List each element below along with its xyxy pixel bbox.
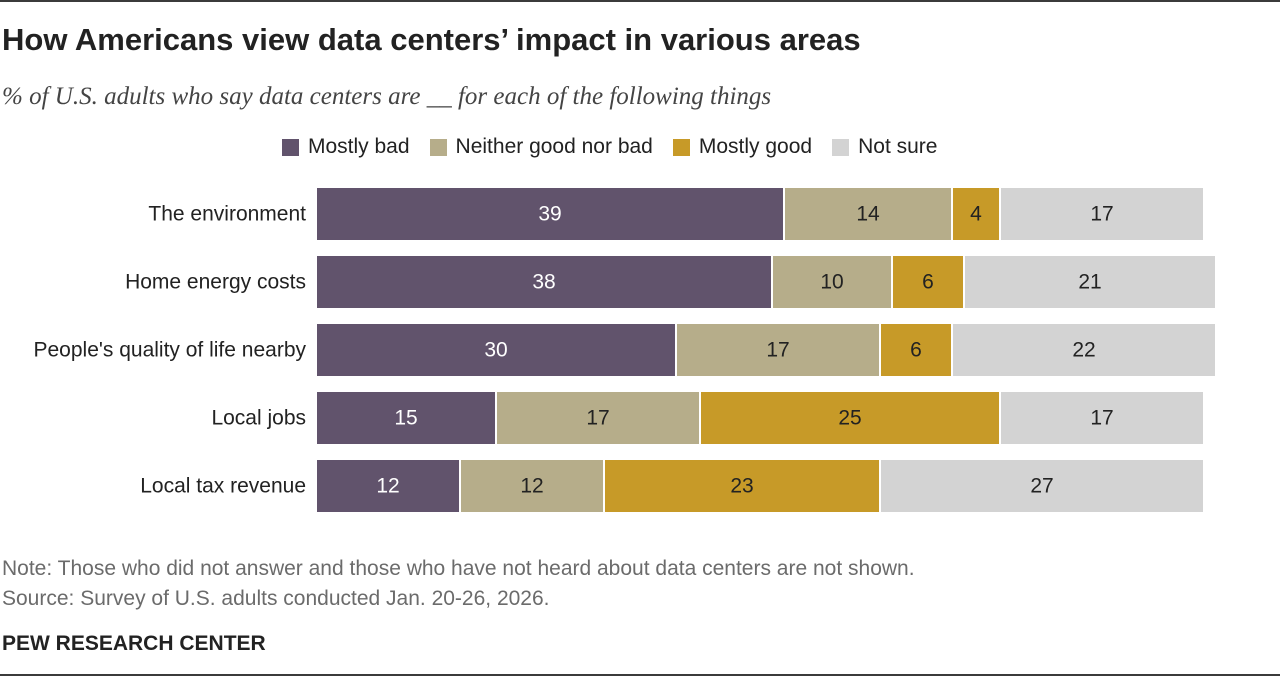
data-label: 23: [730, 475, 753, 498]
bar-segment: [317, 256, 771, 308]
data-label: 17: [1090, 203, 1113, 226]
legend-label: Not sure: [858, 135, 938, 158]
legend-item-mostly-bad: Mostly bad: [282, 135, 410, 159]
data-label: 17: [766, 339, 789, 362]
source-text: Source: Survey of U.S. adults conducted …: [2, 587, 550, 610]
legend-swatch: [429, 138, 447, 156]
bar-segment: [773, 256, 891, 308]
data-label: 38: [532, 271, 555, 294]
chart-title: How Americans view data centers’ impact …: [2, 22, 861, 57]
data-label: 12: [376, 475, 399, 498]
data-label: 25: [838, 407, 861, 430]
bar-segment: [701, 392, 999, 444]
data-label: 30: [484, 339, 507, 362]
legend-swatch: [672, 138, 690, 156]
bar-segment: [317, 188, 783, 240]
footnotes: Note: Those who did not answer and those…: [2, 554, 915, 614]
stacked-bar-chart: The environment 39 14 4 17 Home energy costs 3…: [33, 188, 1215, 512]
brand-label: PEW RESEARCH CENTER: [2, 632, 266, 655]
bar-segment: [881, 324, 951, 376]
bar-segment: [317, 324, 675, 376]
legend-swatch: [282, 138, 299, 156]
data-label: 12: [520, 475, 543, 498]
chart-subtitle: % of U.S. adults who say data centers ar…: [2, 83, 772, 110]
data-label: 14: [856, 203, 880, 226]
data-label: 39: [538, 203, 561, 226]
bar-segment: [953, 324, 1215, 376]
bar-segment: [881, 460, 1203, 512]
top-rule: [0, 0, 1280, 2]
bottom-rule: [0, 674, 1280, 676]
category-label: The environment: [148, 203, 306, 226]
data-label: 17: [1090, 407, 1113, 430]
bar-segment: [461, 460, 603, 512]
bar-segment: [1001, 392, 1203, 444]
bar-segment: [953, 188, 999, 240]
legend-item-not-sure: Not sure: [832, 135, 937, 159]
category-label: Home energy costs: [125, 271, 306, 294]
category-label: Local jobs: [211, 407, 306, 430]
note-text: Note: Those who did not answer and those…: [2, 557, 915, 580]
legend-item-mostly-good: Mostly good: [672, 135, 813, 159]
data-label: 6: [922, 271, 934, 294]
data-label: 6: [910, 339, 922, 362]
bar-segment: [965, 256, 1215, 308]
data-label: 4: [970, 203, 982, 226]
data-label: 22: [1072, 339, 1095, 362]
bar-segment: [605, 460, 879, 512]
category-label: Local tax revenue: [140, 475, 306, 498]
bar-segment: [785, 188, 951, 240]
legend-label: Neither good nor bad: [455, 135, 653, 158]
bar-segment: [317, 460, 459, 512]
bar-segment: [317, 392, 495, 444]
bar-segment: [1001, 188, 1203, 240]
data-label: 15: [394, 407, 417, 430]
legend-item-neither: Neither good nor bad: [429, 135, 653, 159]
bar-segment: [893, 256, 963, 308]
bar-segment: [497, 392, 699, 444]
legend: Mostly bad Neither good nor bad Mostly g…: [282, 133, 957, 161]
legend-label: Mostly good: [698, 135, 813, 158]
legend-label: Mostly bad: [308, 135, 410, 158]
category-label: People's quality of life nearby: [33, 339, 306, 362]
data-label: 21: [1078, 271, 1101, 294]
data-label: 17: [586, 407, 609, 430]
legend-swatch: [832, 138, 850, 156]
data-label: 27: [1030, 475, 1053, 498]
data-label: 10: [820, 271, 843, 294]
bar-segment: [677, 324, 879, 376]
